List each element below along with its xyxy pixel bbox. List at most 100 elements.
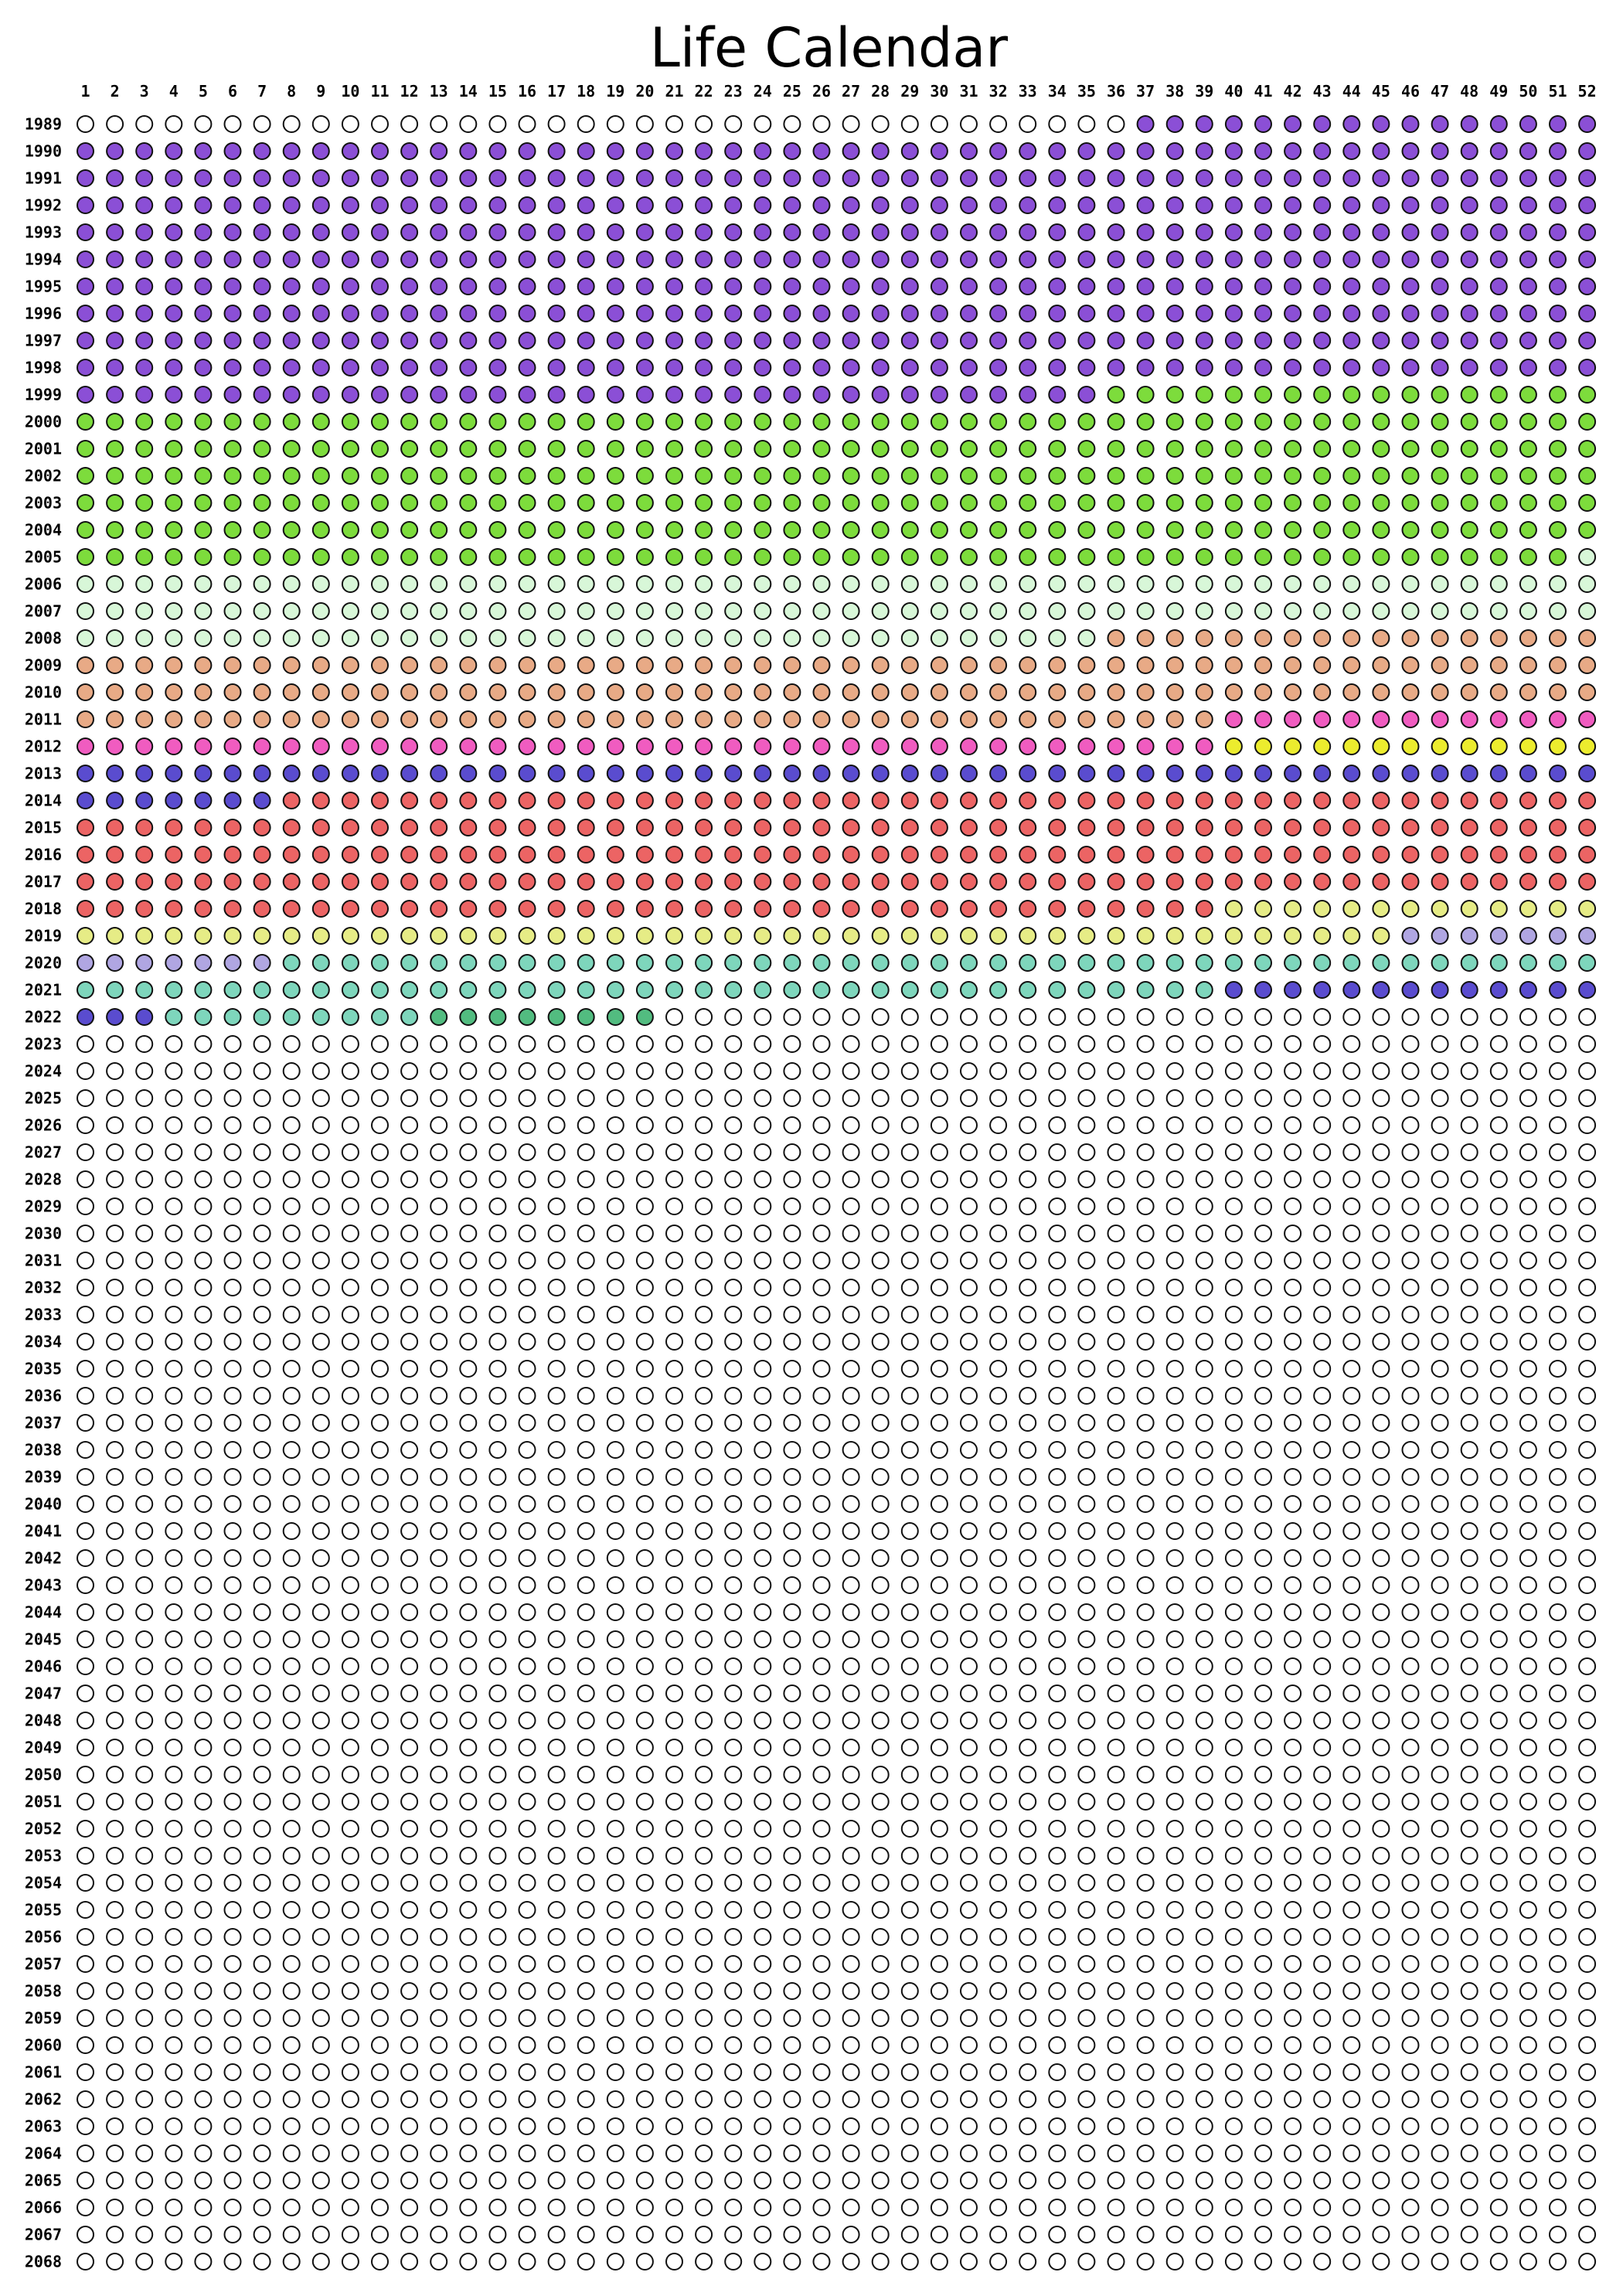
week-dot [754, 2253, 772, 2270]
week-dot [1401, 2253, 1420, 2270]
week-dot [1372, 1603, 1390, 1621]
week-dot [223, 1333, 242, 1351]
week-dot [812, 1630, 831, 1648]
week-dot [1489, 1982, 1508, 2000]
week-dot [1136, 115, 1155, 133]
week-dot [1107, 1685, 1125, 1702]
week-dot [724, 332, 743, 349]
week-dot [1254, 2226, 1272, 2243]
week-dot [1107, 1549, 1125, 1567]
week-dot [724, 1089, 743, 1107]
week-dot [1019, 413, 1037, 431]
week-dot [724, 2144, 743, 2162]
week-dot [1519, 1414, 1537, 1432]
week-dot [311, 494, 330, 512]
week-dot [253, 1955, 271, 1973]
week-dot [135, 2253, 154, 2270]
week-dot [724, 548, 743, 566]
week-dot [1254, 2090, 1272, 2108]
week-dot [1401, 359, 1420, 376]
week-dot [1048, 927, 1067, 945]
week-dot [1549, 1143, 1567, 1161]
week-dot [1372, 765, 1390, 782]
week-dot [812, 1603, 831, 1621]
week-dot [1489, 710, 1508, 728]
week-dot [371, 683, 389, 701]
week-dot [400, 1225, 419, 1242]
week-dot [1460, 927, 1478, 945]
week-dot [1195, 1576, 1213, 1594]
week-dot [1254, 900, 1272, 918]
week-dot [783, 1387, 801, 1405]
week-dot [1284, 2144, 1302, 2162]
week-dot [1284, 1008, 1302, 1026]
week-dot [695, 305, 713, 322]
week-dot [695, 521, 713, 539]
week-dot [1549, 1766, 1567, 1783]
week-dot [1254, 1170, 1272, 1188]
week-dot [960, 1197, 978, 1215]
week-dot [400, 2063, 419, 2081]
week-dot [253, 1089, 271, 1107]
week-dot [724, 873, 743, 891]
week-dot [1342, 1847, 1361, 1865]
week-dot [1019, 521, 1037, 539]
week-dot [1254, 1928, 1272, 1946]
week-dot [1401, 1766, 1420, 1783]
week-dot [812, 900, 831, 918]
week-dot [783, 142, 801, 160]
week-dot [488, 1414, 507, 1432]
week-dot [77, 250, 94, 268]
week-dot [1342, 575, 1361, 593]
week-dot [960, 359, 978, 376]
week-dot [1195, 1793, 1213, 1811]
week-dot [1372, 954, 1390, 972]
week-dot [1460, 1116, 1478, 1134]
week-dot [1284, 467, 1302, 485]
week-dot [311, 1576, 330, 1594]
week-dot [488, 2063, 507, 2081]
week-dot [253, 1225, 271, 1242]
week-dot [1195, 305, 1213, 322]
week-dot [1107, 927, 1125, 945]
week-dot [754, 602, 772, 620]
week-dot [724, 1333, 743, 1351]
week-dot [724, 1008, 743, 1026]
week-dot [371, 1955, 389, 1973]
week-dot [459, 1766, 478, 1783]
week-dot [135, 1847, 154, 1865]
week-dot [77, 2036, 94, 2054]
week-dot [106, 1306, 124, 1323]
week-dot [930, 1197, 948, 1215]
week-dot [106, 305, 124, 322]
week-dot [135, 467, 154, 485]
week-dot [1224, 1360, 1243, 1378]
week-dot [1489, 169, 1508, 187]
week-dot [1195, 2090, 1213, 2108]
week-dot [1313, 1225, 1332, 1242]
week-dot [282, 846, 301, 864]
week-dot [459, 440, 478, 458]
week-dot [518, 1306, 536, 1323]
week-dot [282, 359, 301, 376]
week-dot [1431, 1279, 1449, 1296]
week-dot [960, 413, 978, 431]
week-dot [960, 2036, 978, 2054]
week-dot [1195, 1847, 1213, 1865]
week-dot [253, 575, 271, 593]
week-dot [635, 1901, 654, 1919]
week-dot [754, 792, 772, 809]
week-dot [1165, 1901, 1184, 1919]
week-dot [430, 629, 448, 647]
week-dot [842, 683, 860, 701]
week-dot [1489, 2226, 1508, 2243]
week-dot [1549, 765, 1567, 782]
week-dot [1048, 494, 1067, 512]
week-dot [606, 1712, 624, 1729]
week-dot [783, 359, 801, 376]
week-dot [665, 359, 683, 376]
week-dot [1107, 2172, 1125, 2189]
week-dot [341, 792, 359, 809]
week-dot [400, 305, 419, 322]
week-dot [1254, 1468, 1272, 1486]
